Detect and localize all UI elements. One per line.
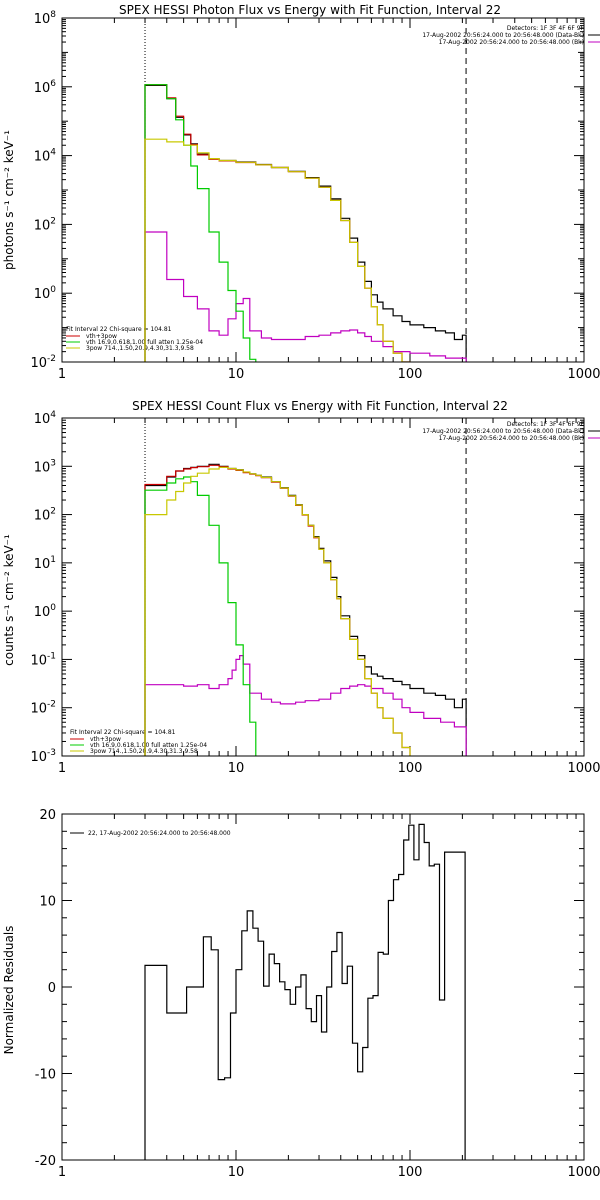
y-tick-label: 10-3: [30, 748, 56, 765]
y-tick-label: 10: [39, 895, 56, 910]
x-tick-label: 100: [398, 367, 423, 382]
series-3pow: [144, 138, 411, 362]
series-3pow: [144, 466, 411, 756]
y-axis-label: counts s⁻¹ cm⁻² keV⁻¹: [2, 534, 16, 666]
x-tick-label: 1: [58, 1165, 66, 1180]
series-22-17-aug-2002-20-56-24-000-to-20-56-48-000: [144, 823, 466, 1160]
chart-1-marks: 1 10 100 1000 10-2 100 102 104 106 108: [30, 10, 600, 382]
y-tick-label: 102: [34, 216, 56, 233]
legend-entry: 22, 17-Aug-2002 20:56:24.000 to 20:56:48…: [88, 830, 231, 837]
fit-legend-line: 3pow 714.,1.50,20.9,4.30,31.3,9.58: [90, 748, 198, 755]
y-tick-label: 20: [39, 808, 56, 823]
y-tick-label: 106: [34, 79, 57, 96]
fit-legend-line: Fit Interval 22 Chi-square = 104.81: [66, 326, 172, 333]
x-tick-label: 10: [228, 367, 245, 382]
fit-legend-line: 3pow 714.,1.50,20.9,4.30,31.3,9.58: [86, 345, 194, 352]
header-line: 17-Aug-2002 20:56:24.000 to 20:56:48.000…: [422, 32, 584, 39]
y-tick-label: 104: [34, 148, 57, 165]
fit-legend-line: Fit Interval 22 Chi-square = 104.81: [70, 729, 176, 736]
y-tick-label: 100: [34, 603, 57, 620]
fit-legend-line: vth 16.9,0.618,1.00 full atten 1.25e-04: [90, 742, 207, 749]
series-vth: [144, 476, 257, 756]
plot-frame: [61, 17, 585, 363]
plot-frame: [61, 813, 585, 1161]
y-tick-label: 108: [34, 10, 57, 27]
chart-title: SPEX HESSI Photon Flux vs Energy with Fi…: [119, 3, 501, 17]
x-tick-label: 10: [228, 1165, 245, 1180]
header-line: 17-Aug-2002 20:56:24.000 to 20:56:48.000…: [439, 435, 584, 442]
chart-3-marks: 1 10 100 1000 -20 -10 0 10 20: [35, 808, 600, 1180]
x-tick-label: 10: [228, 761, 245, 776]
y-tick-label: 103: [34, 458, 56, 475]
header-line: 17-Aug-2002 20:56:24.000 to 20:56:48.000…: [439, 39, 584, 46]
y-tick-label: 10-2: [30, 354, 56, 371]
x-tick-label: 1: [58, 367, 66, 382]
y-tick-label: 0: [48, 981, 56, 996]
y-tick-label: 102: [34, 507, 56, 524]
chart-2-marks: 1 10 100 1000 10-3 10-2 10-1 100 101 102 103 104: [30, 410, 600, 776]
x-tick-label: 100: [398, 761, 423, 776]
x-tick-label: 1000: [567, 761, 600, 776]
header-line: Detectors: 1F 3F 4F 6F 9F: [507, 25, 585, 32]
y-tick-label: 100: [34, 285, 57, 302]
y-axis-label: Normalized Residuals: [2, 926, 16, 1055]
x-tick-label: 1000: [567, 367, 600, 382]
fit-legend-line: vth+3pow: [90, 736, 121, 743]
fit-legend-line: vth+3pow: [86, 333, 117, 340]
y-tick-label: 10-1: [30, 651, 56, 668]
y-tick-label: 10-2: [30, 700, 56, 717]
header-line: 17-Aug-2002 20:56:24.000 to 20:56:48.000…: [422, 428, 584, 435]
y-axis-label: photons s⁻¹ cm⁻² keV⁻¹: [2, 130, 16, 270]
y-tick-label: -10: [35, 1068, 56, 1083]
chart-title: SPEX HESSI Count Flux vs Energy with Fit…: [132, 399, 508, 413]
series-data-bk: [144, 84, 467, 362]
plot-frame: [61, 417, 585, 757]
y-tick-label: -20: [35, 1154, 56, 1169]
x-tick-label: 1: [58, 761, 66, 776]
x-tick-label: 1000: [567, 1165, 600, 1180]
residuals-chart: Normalized Residuals 22, 17-Aug-2002 20:…: [2, 830, 231, 1054]
series-bk: [144, 655, 467, 756]
count-flux-chart: SPEX HESSI Count Flux vs Energy with Fit…: [2, 399, 600, 755]
y-tick-label: 101: [34, 555, 56, 572]
y-tick-label: 104: [34, 410, 57, 427]
header-line: Detectors: 1F 3F 4F 6F 9F: [507, 421, 585, 428]
series-vth: [144, 84, 257, 362]
x-tick-label: 100: [398, 1165, 423, 1180]
